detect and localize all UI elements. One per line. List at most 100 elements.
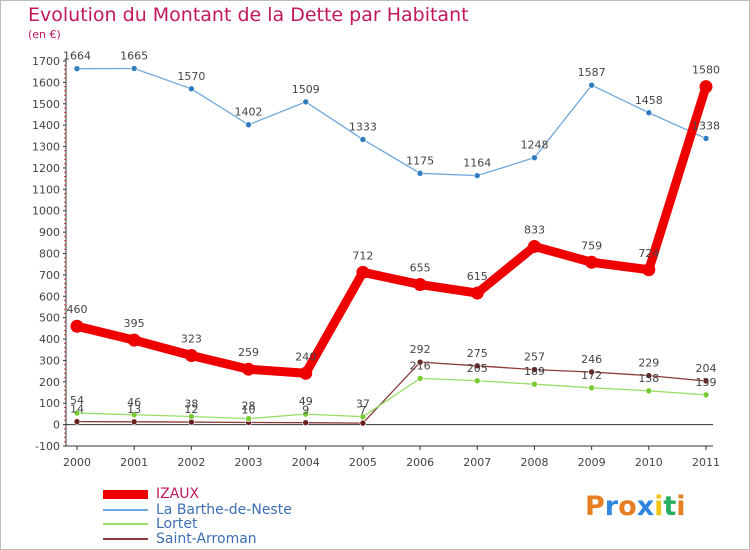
data-label: 712 — [352, 249, 373, 262]
data-point — [702, 377, 710, 385]
data-point — [359, 419, 367, 427]
data-label: 229 — [638, 357, 659, 370]
data-point — [184, 349, 198, 363]
y-tick-label: 400 — [39, 333, 60, 346]
series-line — [76, 361, 707, 424]
data-label: 46 — [127, 396, 141, 409]
series-layer — [70, 65, 713, 427]
x-tick-label: 2008 — [520, 456, 548, 469]
x-tick-label: 2000 — [63, 456, 91, 469]
y-tick-label: 600 — [39, 290, 60, 303]
data-point — [73, 65, 81, 72]
data-label: 259 — [238, 346, 259, 359]
data-label: 240 — [295, 350, 316, 363]
data-point — [73, 418, 81, 425]
data-label: 655 — [410, 262, 431, 275]
data-point — [130, 418, 138, 426]
data-label: 38 — [184, 397, 198, 410]
data-point — [299, 366, 313, 380]
y-tick-label: 300 — [39, 354, 60, 367]
data-label: 54 — [70, 394, 84, 407]
data-label: 49 — [299, 395, 313, 408]
data-label: 204 — [696, 362, 717, 375]
data-label: 1164 — [463, 157, 491, 170]
data-point — [531, 380, 538, 388]
x-tick-label: 2001 — [120, 456, 148, 469]
legend-swatch — [103, 538, 148, 540]
legend-label: Lortet — [156, 516, 198, 532]
axes: -100 0 100 200 300 400 500 600 700 800 900 1000 1100… — [32, 55, 720, 469]
data-point — [645, 109, 653, 117]
data-point — [531, 366, 538, 373]
data-label: 12 — [184, 403, 198, 416]
data-point — [356, 265, 370, 279]
legend-item: La Barthe-de-Neste — [103, 503, 292, 517]
data-label: 1175 — [406, 154, 434, 167]
y-tick-label: 1200 — [32, 162, 60, 175]
data-label: 1570 — [177, 70, 205, 83]
data-point — [588, 368, 595, 376]
data-label: 14 — [70, 403, 84, 416]
data-label: 9 — [302, 404, 309, 417]
logo-letter: i — [676, 491, 686, 522]
data-label: 615 — [467, 270, 488, 283]
data-label: 724 — [638, 247, 659, 260]
y-tick-label: 1400 — [32, 119, 60, 132]
legend-label: La Barthe-de-Neste — [156, 502, 292, 518]
data-label: 1665 — [120, 49, 148, 62]
data-label: 323 — [181, 333, 202, 346]
x-tick-label: 2006 — [406, 456, 434, 469]
data-point — [127, 333, 141, 347]
data-label: 395 — [124, 317, 145, 330]
data-point — [359, 136, 367, 143]
y-tick-label: 900 — [39, 226, 60, 239]
data-label: 139 — [696, 376, 717, 389]
data-point — [245, 121, 252, 129]
x-tick-label: 2007 — [463, 456, 491, 469]
legend-item: IZAUX — [103, 487, 199, 501]
y-tick-label: 800 — [39, 248, 60, 261]
x-tick-label: 2004 — [292, 456, 320, 469]
legend-label: Saint-Arroman — [156, 531, 257, 547]
y-tick-label: 100 — [39, 397, 60, 410]
data-label: 1509 — [292, 83, 320, 96]
y-tick-label: 700 — [39, 269, 60, 282]
y-tick-label: 1300 — [32, 141, 60, 154]
data-point — [416, 375, 424, 382]
data-label: 460 — [67, 303, 88, 316]
data-point — [473, 377, 481, 385]
data-label: 257 — [524, 351, 545, 364]
data-point — [527, 239, 541, 253]
data-point — [645, 372, 653, 379]
x-tick-label: 2010 — [635, 456, 663, 469]
data-point — [416, 358, 424, 366]
data-label: 172 — [581, 369, 602, 382]
data-label: 1580 — [692, 64, 720, 77]
y-tick-label: 500 — [39, 312, 60, 325]
x-tick-label: 2005 — [349, 456, 377, 469]
data-label: 7 — [359, 404, 366, 417]
logo-letter: i — [654, 491, 664, 522]
proxiti-logo: Proxiti — [585, 491, 686, 522]
legend-swatch — [103, 523, 148, 525]
data-point — [702, 135, 710, 142]
data-point — [188, 413, 195, 420]
logo-letter: x — [636, 491, 655, 522]
data-label: 1333 — [349, 120, 377, 133]
legend-item: Lortet — [103, 517, 197, 531]
data-point — [73, 409, 81, 417]
series-line — [76, 377, 707, 420]
data-point — [531, 154, 538, 161]
data-point — [302, 98, 310, 106]
data-point — [188, 418, 195, 426]
data-point — [302, 410, 310, 418]
data-point — [645, 387, 653, 395]
data-label: 158 — [638, 372, 659, 385]
data-point — [242, 362, 256, 376]
data-point — [588, 81, 595, 89]
data-point — [188, 85, 195, 93]
data-point — [245, 415, 252, 422]
chart-subtitle: (en €) — [28, 28, 61, 41]
